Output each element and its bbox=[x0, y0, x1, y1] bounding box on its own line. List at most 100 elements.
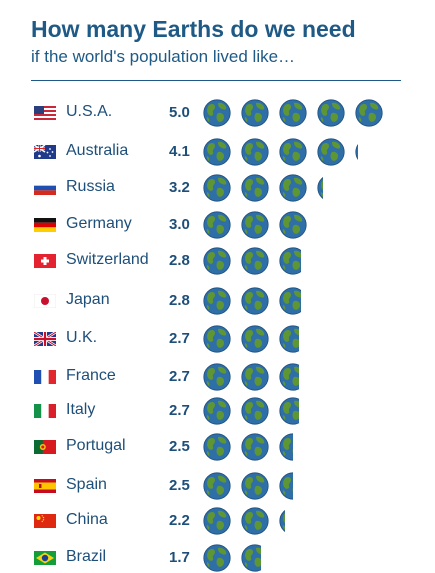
earth-globe-icon bbox=[279, 325, 299, 353]
earth-bar bbox=[203, 433, 403, 461]
earth-bar bbox=[203, 363, 403, 391]
flag-usa-icon bbox=[34, 106, 56, 120]
row-italy: Italy 2.7 bbox=[0, 396, 435, 426]
earth-globe-icon bbox=[203, 99, 231, 127]
earth-bar bbox=[203, 247, 403, 275]
flag-france-icon bbox=[34, 370, 56, 384]
country-label: France bbox=[66, 367, 116, 384]
country-label: Brazil bbox=[66, 548, 107, 565]
earth-bar bbox=[203, 211, 403, 239]
earth-globe-icon bbox=[355, 138, 358, 166]
row-spain: Spain 2.5 bbox=[0, 471, 435, 501]
title-divider bbox=[31, 80, 401, 81]
flag-italy-icon bbox=[34, 404, 56, 418]
flag-china-icon bbox=[34, 514, 56, 528]
row-switzerland: Switzerland 2.8 bbox=[0, 246, 435, 276]
value-label: 1.7 bbox=[169, 549, 190, 566]
country-label: Russia bbox=[66, 178, 115, 195]
earth-globe-icon bbox=[203, 287, 231, 315]
earth-globe-icon bbox=[241, 211, 269, 239]
value-label: 2.7 bbox=[169, 368, 190, 385]
value-label: 2.5 bbox=[169, 477, 190, 494]
row-france: France 2.7 bbox=[0, 362, 435, 392]
earth-globe-icon bbox=[317, 138, 345, 166]
flag-russia-icon bbox=[34, 181, 56, 195]
value-label: 2.2 bbox=[169, 512, 190, 529]
country-label: Italy bbox=[66, 401, 96, 418]
row-australia: Australia 4.1 bbox=[0, 137, 435, 167]
flag-japan-icon bbox=[34, 294, 56, 308]
earth-globe-icon bbox=[203, 397, 231, 425]
country-label: China bbox=[66, 511, 108, 528]
value-label: 5.0 bbox=[169, 104, 190, 121]
flag-switzerland-icon bbox=[34, 254, 56, 268]
earth-globe-icon bbox=[241, 544, 261, 572]
earth-globe-icon bbox=[241, 507, 269, 535]
earth-globe-icon bbox=[279, 211, 307, 239]
earth-globe-icon bbox=[203, 174, 231, 202]
country-label: Australia bbox=[66, 142, 129, 159]
earth-globe-icon bbox=[203, 325, 231, 353]
country-label: Portugal bbox=[66, 437, 126, 454]
flag-uk-icon bbox=[34, 332, 56, 346]
earth-globe-icon bbox=[241, 138, 269, 166]
earth-bar bbox=[203, 325, 403, 353]
earth-globe-icon bbox=[279, 507, 285, 535]
earth-globe-icon bbox=[241, 287, 269, 315]
earth-globe-icon bbox=[203, 211, 231, 239]
earth-globe-icon bbox=[279, 363, 299, 391]
earth-globe-icon bbox=[203, 507, 231, 535]
earth-globe-icon bbox=[279, 99, 307, 127]
country-label: Germany bbox=[66, 215, 132, 232]
earth-bar bbox=[203, 397, 403, 425]
earth-globe-icon bbox=[241, 433, 269, 461]
country-label: U.S.A. bbox=[66, 103, 113, 120]
row-japan: Japan 2.8 bbox=[0, 286, 435, 316]
earth-bar bbox=[203, 99, 403, 127]
earth-globe-icon bbox=[241, 99, 269, 127]
value-label: 2.8 bbox=[169, 292, 190, 309]
earth-globe-icon bbox=[317, 99, 345, 127]
value-label: 2.8 bbox=[169, 252, 190, 269]
value-label: 2.7 bbox=[169, 402, 190, 419]
earth-bar bbox=[203, 138, 403, 166]
earth-globe-icon bbox=[279, 247, 301, 275]
earth-bar bbox=[203, 507, 403, 535]
value-label: 2.5 bbox=[169, 438, 190, 455]
flag-portugal-icon bbox=[34, 440, 56, 454]
earth-globe-icon bbox=[203, 363, 231, 391]
earth-globe-icon bbox=[241, 363, 269, 391]
row-germany: Germany 3.0 bbox=[0, 210, 435, 240]
row-portugal: Portugal 2.5 bbox=[0, 432, 435, 462]
value-label: 3.2 bbox=[169, 179, 190, 196]
country-label: Spain bbox=[66, 476, 107, 493]
earth-bar bbox=[203, 544, 403, 572]
chart-title: How many Earths do we need bbox=[31, 16, 356, 42]
earth-globe-icon bbox=[241, 397, 269, 425]
row-u-s-a: U.S.A. 5.0 bbox=[0, 98, 435, 128]
earth-bar bbox=[203, 174, 403, 202]
earth-globe-icon bbox=[279, 433, 293, 461]
chart-rows: U.S.A. 5.0 Australia 4.1 Russia 3.2 Germany 3.0… bbox=[0, 98, 435, 572]
earth-bar bbox=[203, 472, 403, 500]
country-label: U.K. bbox=[66, 329, 98, 346]
earth-globe-icon bbox=[279, 174, 307, 202]
earth-globe-icon bbox=[203, 472, 231, 500]
earth-globe-icon bbox=[279, 138, 307, 166]
earth-globe-icon bbox=[279, 397, 299, 425]
flag-australia-icon bbox=[34, 145, 56, 159]
flag-brazil-icon bbox=[34, 551, 56, 565]
earth-globe-icon bbox=[355, 99, 383, 127]
earth-globe-icon bbox=[203, 544, 231, 572]
value-label: 3.0 bbox=[169, 216, 190, 233]
row-china: China 2.2 bbox=[0, 506, 435, 536]
earth-globe-icon bbox=[203, 433, 231, 461]
earth-globe-icon bbox=[279, 472, 293, 500]
row-russia: Russia 3.2 bbox=[0, 173, 435, 203]
value-label: 4.1 bbox=[169, 143, 190, 160]
earth-globe-icon bbox=[241, 174, 269, 202]
row-u-k: U.K. 2.7 bbox=[0, 324, 435, 354]
earth-globe-icon bbox=[241, 247, 269, 275]
country-label: Switzerland bbox=[66, 251, 149, 268]
value-label: 2.7 bbox=[169, 330, 190, 347]
